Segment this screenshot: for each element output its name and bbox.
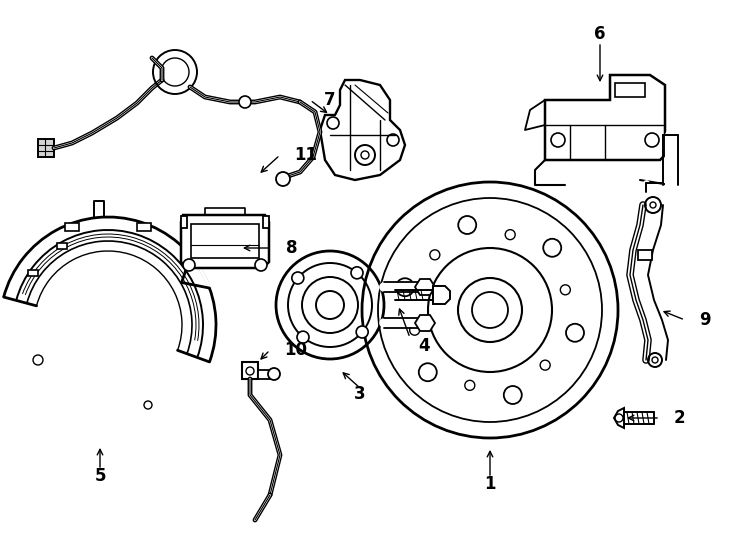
Polygon shape [181,215,269,268]
Polygon shape [258,370,270,379]
Text: 4: 4 [418,337,429,355]
Text: 10: 10 [284,341,307,359]
Circle shape [292,272,304,284]
Polygon shape [263,216,269,228]
Polygon shape [415,279,435,295]
Polygon shape [545,75,665,160]
Polygon shape [65,223,79,231]
Polygon shape [242,362,258,379]
Polygon shape [638,250,652,260]
Text: 5: 5 [94,467,106,485]
Polygon shape [320,80,405,180]
Circle shape [239,96,251,108]
Circle shape [543,239,562,257]
Text: 3: 3 [355,385,366,403]
Circle shape [276,172,290,186]
Polygon shape [614,408,624,428]
Text: 8: 8 [286,239,297,257]
Polygon shape [615,83,645,97]
Circle shape [419,363,437,381]
Polygon shape [415,315,435,331]
Polygon shape [137,223,150,231]
Text: 6: 6 [595,25,606,43]
Polygon shape [181,216,187,228]
Text: 1: 1 [484,475,495,493]
Circle shape [183,259,195,271]
Polygon shape [29,270,38,276]
Text: 2: 2 [674,409,686,427]
Circle shape [297,331,309,343]
Circle shape [356,326,368,338]
Circle shape [351,267,363,279]
Circle shape [255,259,267,271]
Circle shape [458,216,476,234]
Text: 7: 7 [324,91,335,109]
Text: 9: 9 [699,311,711,329]
Polygon shape [38,139,54,157]
Polygon shape [191,224,259,258]
Polygon shape [433,286,450,304]
Circle shape [504,386,522,404]
Circle shape [396,278,414,296]
Circle shape [268,368,280,380]
Text: 11: 11 [294,146,317,164]
Polygon shape [57,243,68,249]
Circle shape [566,324,584,342]
